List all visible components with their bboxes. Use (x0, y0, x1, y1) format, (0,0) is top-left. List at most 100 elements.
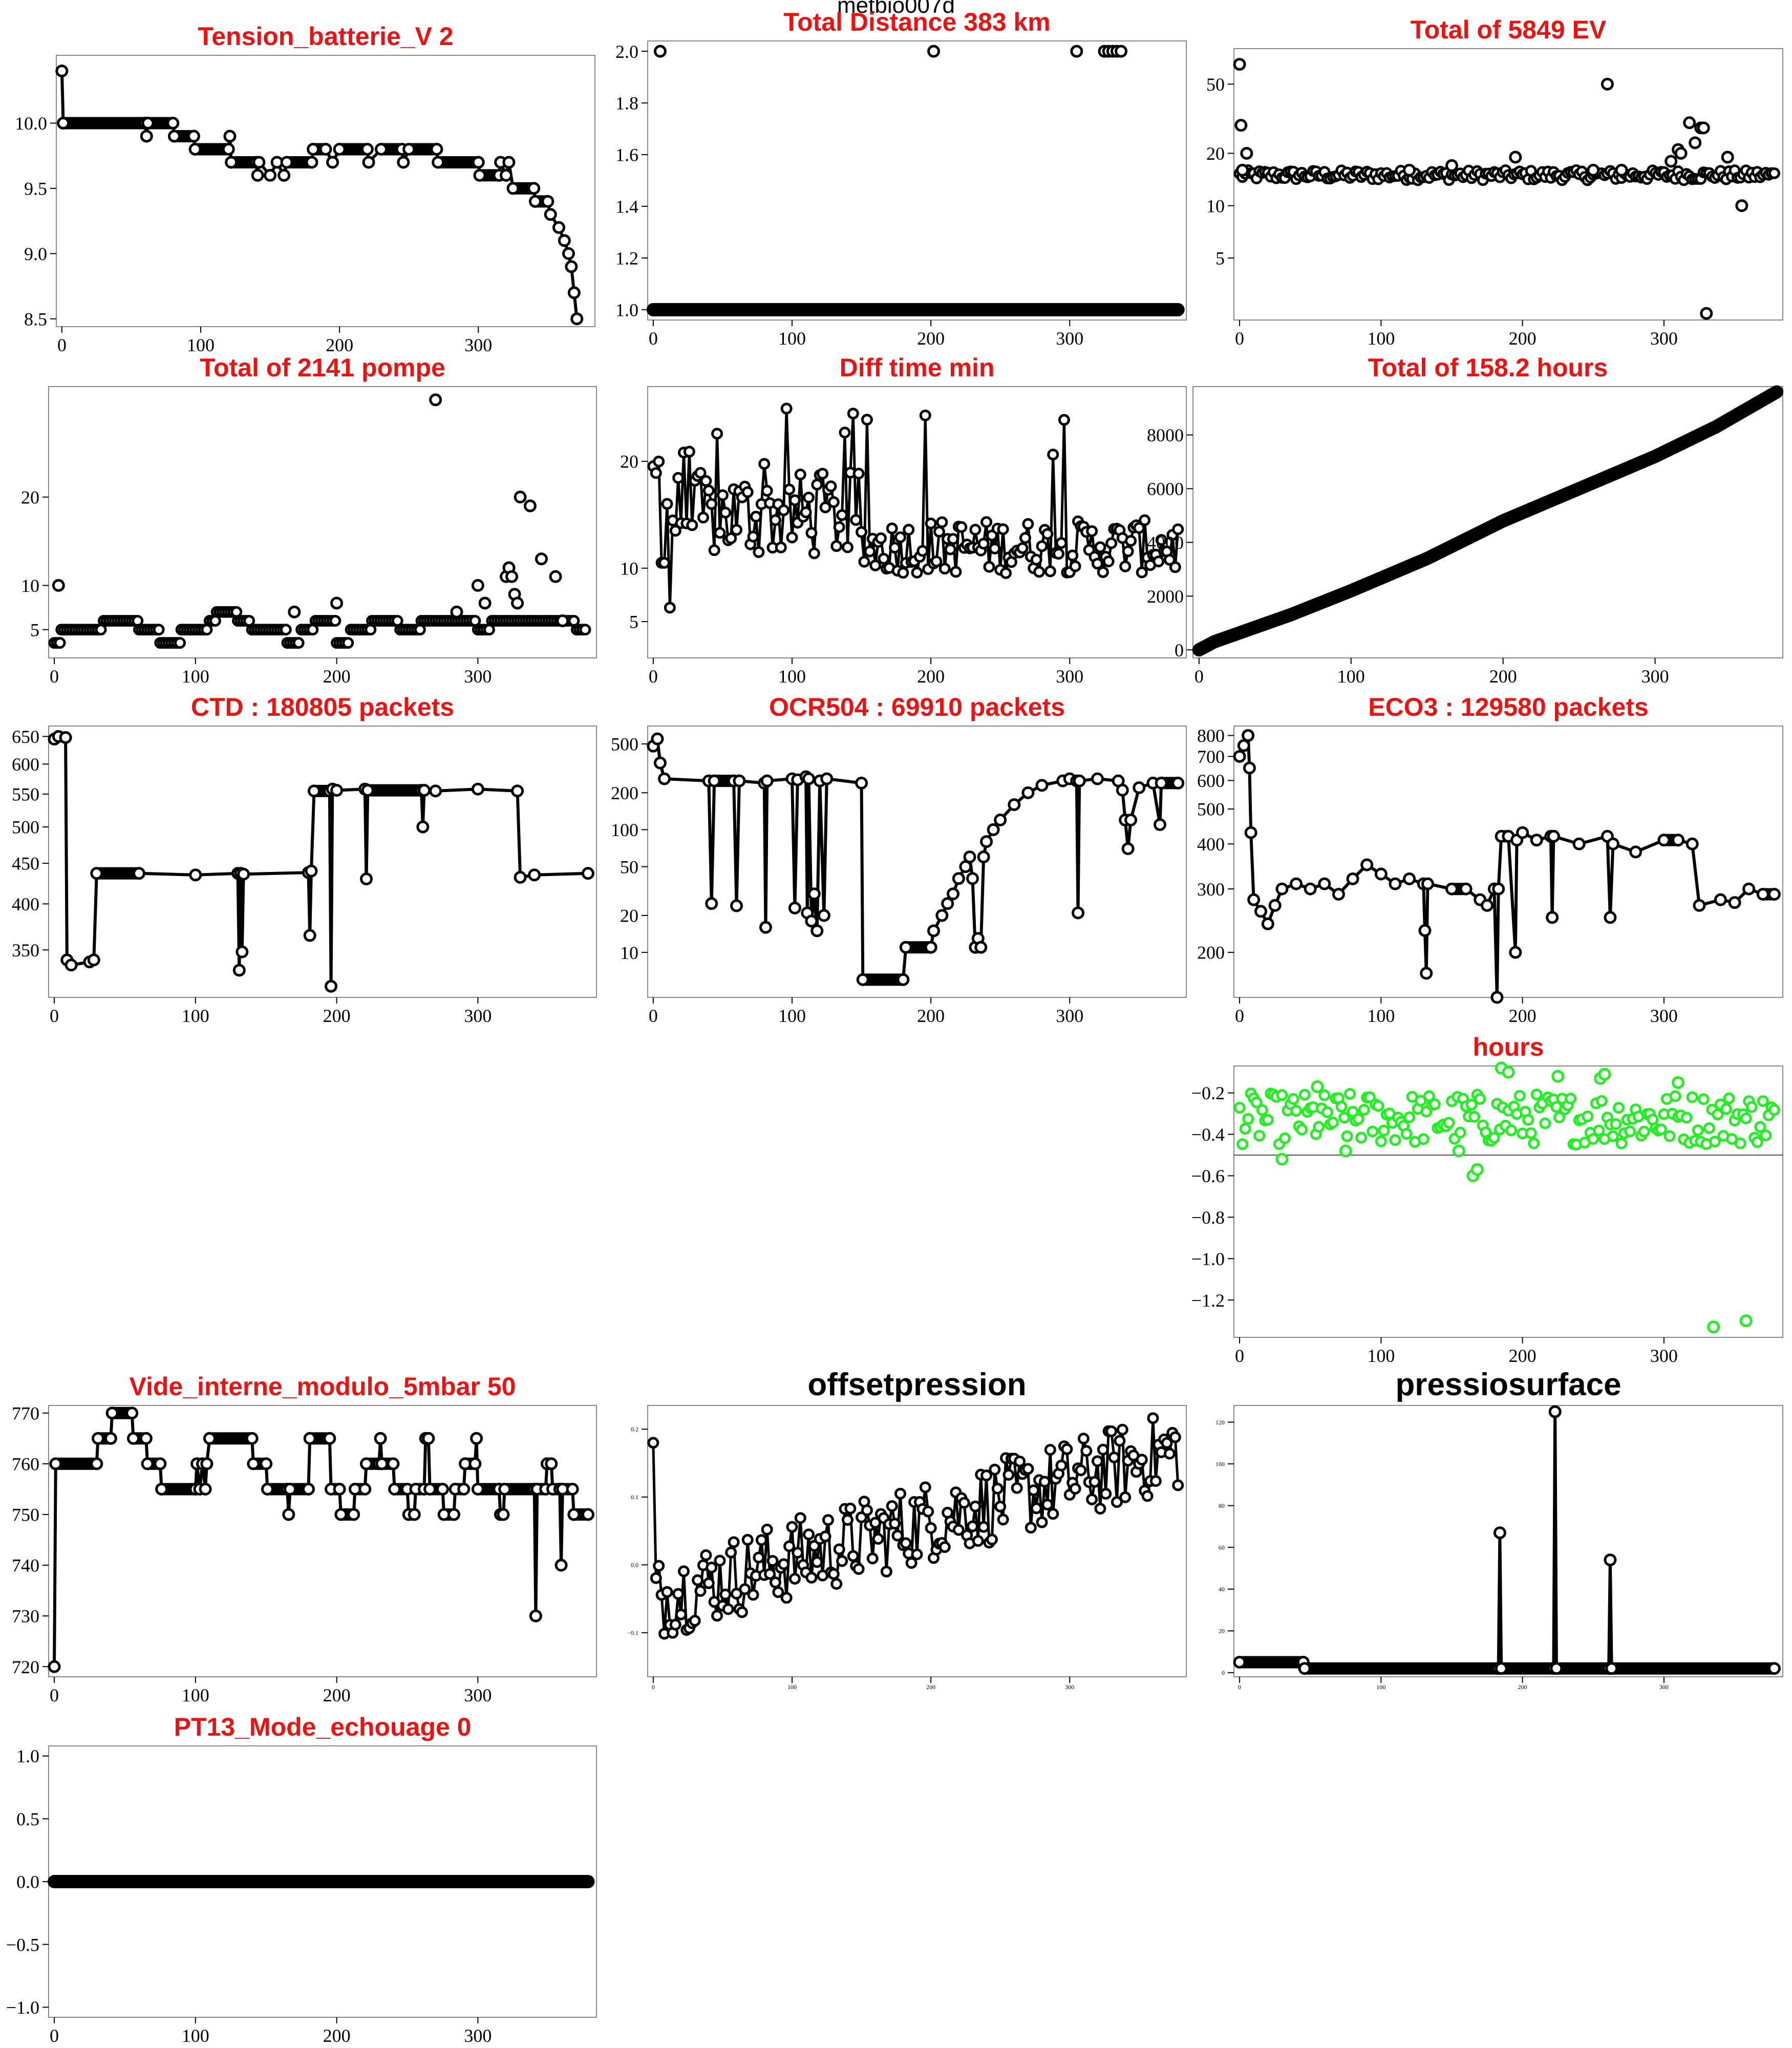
data-point (1378, 1124, 1390, 1137)
data-point (702, 1577, 715, 1589)
data-point (758, 458, 771, 470)
y-tick-label: 40 (1219, 1586, 1225, 1593)
y-tick-label: 200 (611, 783, 638, 803)
data-point (92, 1432, 105, 1445)
data-point (65, 958, 78, 972)
data-point (174, 637, 186, 649)
y-tick-label: 2.0 (615, 41, 638, 62)
data-point (104, 1432, 117, 1445)
data-point (925, 517, 937, 529)
data-point (1657, 834, 1671, 847)
data-point (930, 556, 943, 568)
data-point (819, 501, 831, 514)
y-tick-label: 20 (620, 452, 638, 472)
data-point (1035, 779, 1049, 792)
y-tick-label: 5 (1215, 248, 1225, 269)
data-point (1072, 906, 1085, 920)
x-tick-label: 300 (1650, 1346, 1678, 1366)
data-point (1234, 119, 1248, 132)
y-tick-label: 10 (1206, 196, 1225, 216)
data-point (1551, 1070, 1565, 1083)
data-point (689, 1615, 701, 1627)
data-point (1240, 146, 1253, 160)
y-tick-label: 1.8 (615, 93, 638, 114)
data-point (1036, 1516, 1048, 1528)
data-point (523, 499, 537, 513)
data-point (1767, 1662, 1781, 1675)
y-tick-label: 20 (1206, 143, 1225, 164)
data-point (280, 156, 293, 169)
data-point (1768, 167, 1780, 179)
data-point (817, 467, 829, 480)
data-point (811, 478, 823, 490)
x-tick-label: 0 (1235, 1006, 1244, 1026)
x-tick-label: 200 (326, 335, 353, 355)
data-point (280, 624, 292, 636)
data-point (342, 637, 354, 649)
data-point (651, 732, 664, 745)
data-point (1692, 1124, 1704, 1137)
data-point (1097, 566, 1109, 578)
data-point (833, 521, 845, 533)
data-point (447, 1508, 460, 1521)
data-point (706, 1561, 718, 1573)
series-line (1240, 1412, 1775, 1670)
series-line (53, 735, 588, 987)
data-point (567, 286, 581, 300)
data-point (1530, 1089, 1543, 1101)
data-point (1352, 1113, 1364, 1125)
data-point (566, 1482, 579, 1496)
y-tick-label: 400 (1197, 834, 1225, 855)
data-point (833, 1543, 845, 1555)
data-point (1327, 1116, 1339, 1128)
data-point (55, 65, 69, 78)
x-tick-label: 0 (50, 666, 59, 687)
data-point (1693, 899, 1706, 912)
y-tick-label: 730 (12, 1606, 39, 1627)
y-tick-label: 800 (1197, 726, 1225, 746)
x-tick-label: 0 (1235, 1346, 1244, 1366)
chart-panel-0: Tension_batterie_V 2 8.5 9.0 9.5 10.0 0 100 200… (15, 22, 595, 355)
data-point (1346, 872, 1359, 885)
data-point (581, 1508, 594, 1521)
data-point (1672, 834, 1685, 847)
data-point (807, 887, 821, 901)
data-point (1548, 1405, 1562, 1418)
data-point (1172, 523, 1184, 536)
data-point (1053, 548, 1065, 560)
data-point (952, 1524, 965, 1536)
y-tick-label: 0.0 (16, 1872, 39, 1892)
plot-frame (48, 726, 597, 998)
data-point (1338, 1112, 1351, 1124)
data-point (1233, 1655, 1246, 1669)
data-point (1038, 1476, 1051, 1488)
y-tick-label: 1.6 (615, 145, 638, 165)
y-tick-label: 120 (1215, 1419, 1225, 1426)
data-point (1547, 829, 1560, 843)
data-point (1261, 917, 1274, 930)
y-tick-label: 10 (620, 943, 638, 963)
data-point (1149, 1475, 1162, 1487)
data-point (1403, 163, 1416, 177)
data-point (694, 1585, 707, 1597)
y-tick-label: 8.5 (24, 309, 47, 329)
data-point (1111, 1496, 1123, 1508)
series-line (652, 734, 1178, 982)
data-point (471, 782, 484, 796)
data-point (1400, 1128, 1413, 1140)
data-point (1244, 826, 1257, 839)
chart-panel-13: PT13_Mode_echouage 0 −1.0 −0.5 0.0 0.5 1.0 0 10… (6, 1713, 597, 2046)
data-point (899, 941, 912, 954)
data-point (755, 1534, 767, 1546)
data-point (938, 563, 951, 575)
data-point (753, 1551, 765, 1564)
data-point (997, 523, 1009, 536)
x-tick-label: 200 (917, 328, 945, 349)
data-point (1389, 1134, 1401, 1146)
y-tick-label: 760 (12, 1454, 39, 1475)
y-tick-label: −0.6 (1191, 1166, 1225, 1186)
data-point (552, 221, 566, 234)
y-tick-label: 50 (620, 857, 638, 877)
data-point (222, 142, 235, 156)
series-line (1238, 735, 1775, 998)
